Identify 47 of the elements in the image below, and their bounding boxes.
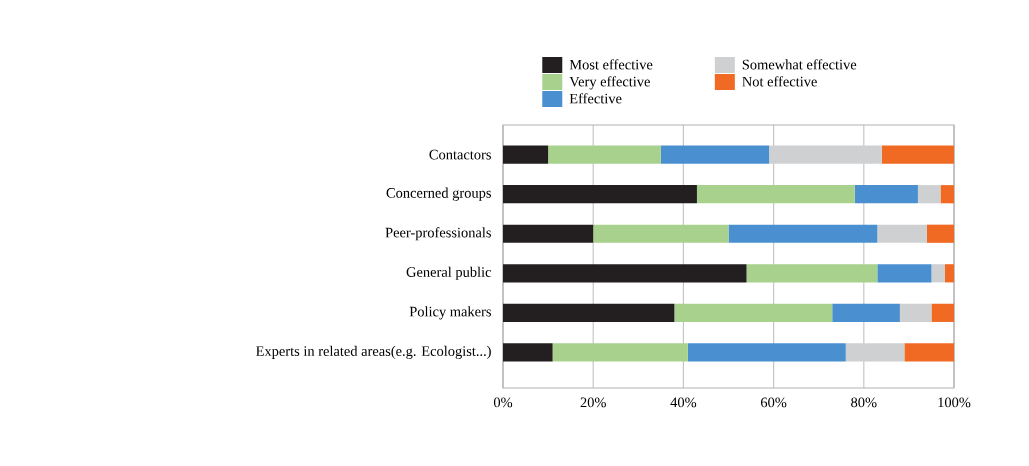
bar [904, 343, 955, 362]
y-tick-label: General public [406, 266, 492, 280]
bar [877, 264, 932, 283]
bar [548, 145, 661, 164]
bar [503, 303, 675, 322]
bar [746, 264, 878, 283]
bar [899, 303, 932, 322]
legend-label: Most effective [569, 59, 653, 70]
bar [687, 343, 846, 362]
y-tick-label: Contactors [429, 149, 491, 160]
bar [696, 185, 855, 204]
x-tick-label: 80% [851, 397, 877, 408]
bar [593, 224, 729, 243]
bar [931, 303, 955, 322]
bar [660, 145, 770, 164]
bar [503, 145, 549, 164]
legend-label: Somewhat effective [742, 59, 857, 70]
bar [503, 185, 697, 204]
bar [881, 145, 955, 164]
legend-label: Effective [569, 93, 622, 104]
x-tick-label: 40% [670, 397, 697, 408]
y-tick-label: Policy makers [409, 306, 491, 320]
y-tick-label: Peer-professionals [385, 227, 491, 241]
bar [503, 264, 747, 283]
y-tick-label: Experts in related areas(e.g. Ecologist...) [256, 345, 491, 359]
bar [503, 224, 594, 243]
bar [854, 185, 918, 204]
bar [832, 303, 900, 322]
bar [769, 145, 882, 164]
legend-label: Not effective [742, 76, 817, 87]
bar [503, 343, 553, 362]
y-tick-label: Concerned groups [386, 187, 491, 201]
bar [728, 224, 878, 243]
bar [877, 224, 927, 243]
x-tick-label: 20% [580, 397, 606, 408]
legend-label: Very effective [569, 76, 650, 90]
bar [845, 343, 905, 362]
bar [944, 264, 955, 283]
bar [931, 264, 945, 283]
bar [674, 303, 833, 322]
x-tick-label: 100% [938, 397, 971, 408]
x-tick-label: 0% [493, 397, 513, 408]
bar [926, 224, 955, 243]
x-tick-label: 60% [760, 397, 787, 408]
bar [552, 343, 688, 362]
bar [940, 185, 955, 204]
bar [917, 185, 941, 204]
